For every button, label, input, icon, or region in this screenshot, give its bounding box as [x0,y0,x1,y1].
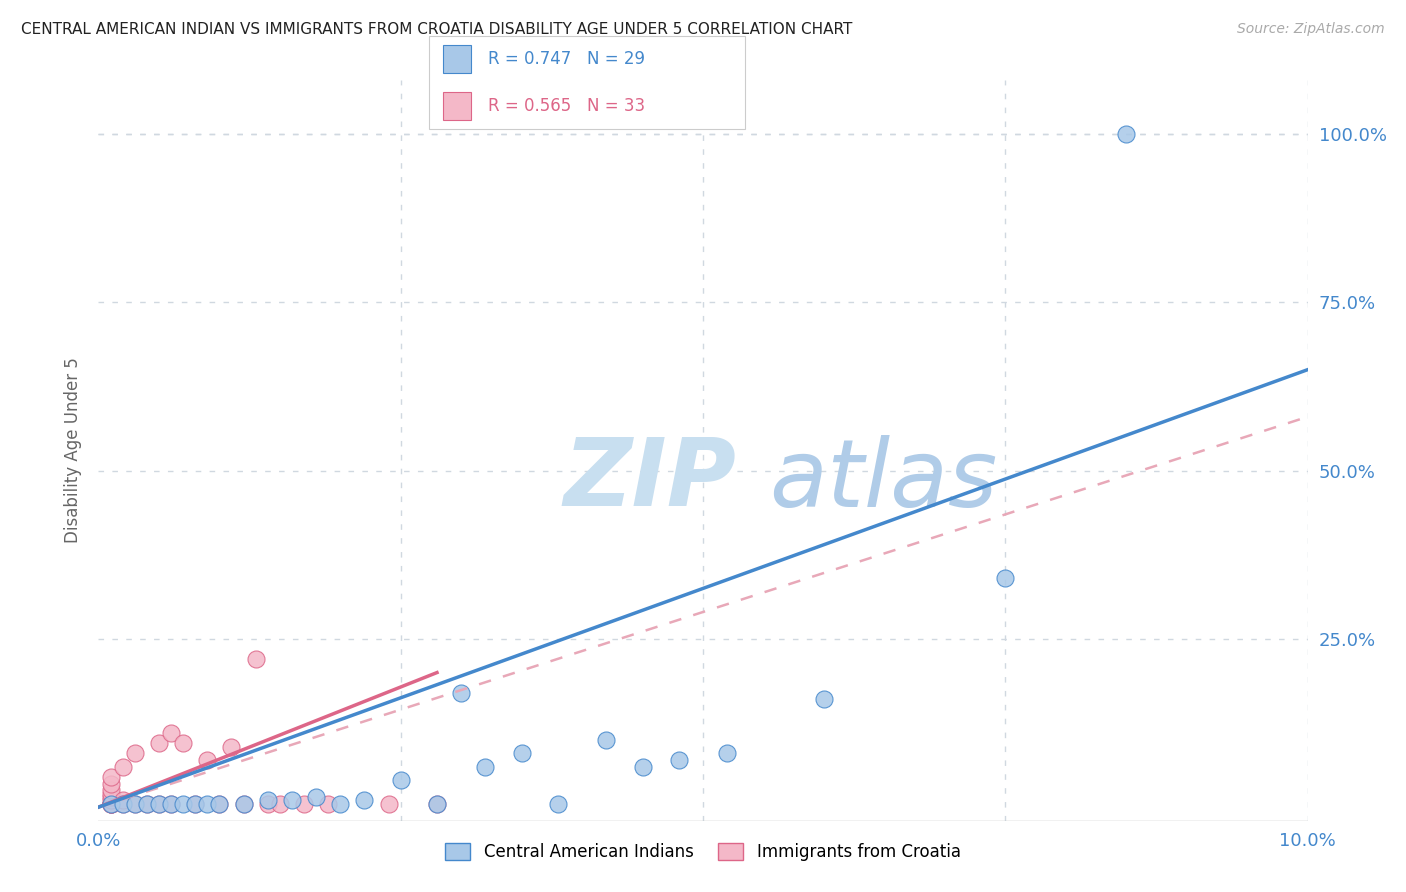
Point [100,797,122,811]
Point [1115,127,1137,141]
Point [100,797,122,811]
Point [160,797,183,811]
Point [100,770,122,784]
Point [305,790,328,805]
Point [100,787,122,801]
Point [111,760,134,774]
Text: R = 0.565   N = 33: R = 0.565 N = 33 [488,97,645,115]
Point [100,776,122,791]
Point [281,793,304,807]
Point [221,739,243,754]
Point [135,797,157,811]
Point [426,797,449,811]
Point [813,692,835,706]
Point [994,571,1017,585]
Point [474,760,496,774]
Point [148,797,170,811]
Point [450,686,472,700]
Point [269,797,291,811]
Point [148,736,170,750]
Text: Source: ZipAtlas.com: Source: ZipAtlas.com [1237,22,1385,37]
Point [160,797,183,811]
Text: #c8dff0: #c8dff0 [703,479,709,480]
Point [292,797,315,811]
Point [172,797,194,811]
Point [245,652,267,666]
Point [353,793,375,807]
Point [195,753,218,767]
Point [668,753,690,767]
Legend: Central American Indians, Immigrants from Croatia: Central American Indians, Immigrants fro… [439,837,967,868]
Point [547,797,569,811]
Point [184,797,207,811]
Point [208,797,231,811]
Point [208,797,231,811]
Point [100,790,122,805]
Point [124,797,146,811]
Y-axis label: Disability Age Under 5: Disability Age Under 5 [63,358,82,543]
Point [426,797,449,811]
Point [595,732,617,747]
Point [100,797,122,811]
Point [195,797,218,811]
Text: R = 0.747   N = 29: R = 0.747 N = 29 [488,50,645,68]
Point [232,797,254,811]
Text: ZIP: ZIP [564,434,737,526]
Point [329,797,352,811]
Point [124,747,146,761]
Point [377,797,399,811]
Point [389,773,412,788]
Point [184,797,207,811]
Point [160,726,183,740]
Point [111,793,134,807]
Point [631,760,654,774]
Point [716,747,738,761]
Text: atlas: atlas [769,434,998,525]
Point [135,797,157,811]
Point [100,793,122,807]
Point [232,797,254,811]
Text: CENTRAL AMERICAN INDIAN VS IMMIGRANTS FROM CROATIA DISABILITY AGE UNDER 5 CORREL: CENTRAL AMERICAN INDIAN VS IMMIGRANTS FR… [21,22,852,37]
Point [256,793,278,807]
Point [256,797,278,811]
Point [100,797,122,811]
Point [148,797,170,811]
Point [111,797,134,811]
Point [172,736,194,750]
Point [100,797,122,811]
Point [100,783,122,797]
Point [124,797,146,811]
Point [510,747,533,761]
Point [111,797,134,811]
Point [316,797,339,811]
